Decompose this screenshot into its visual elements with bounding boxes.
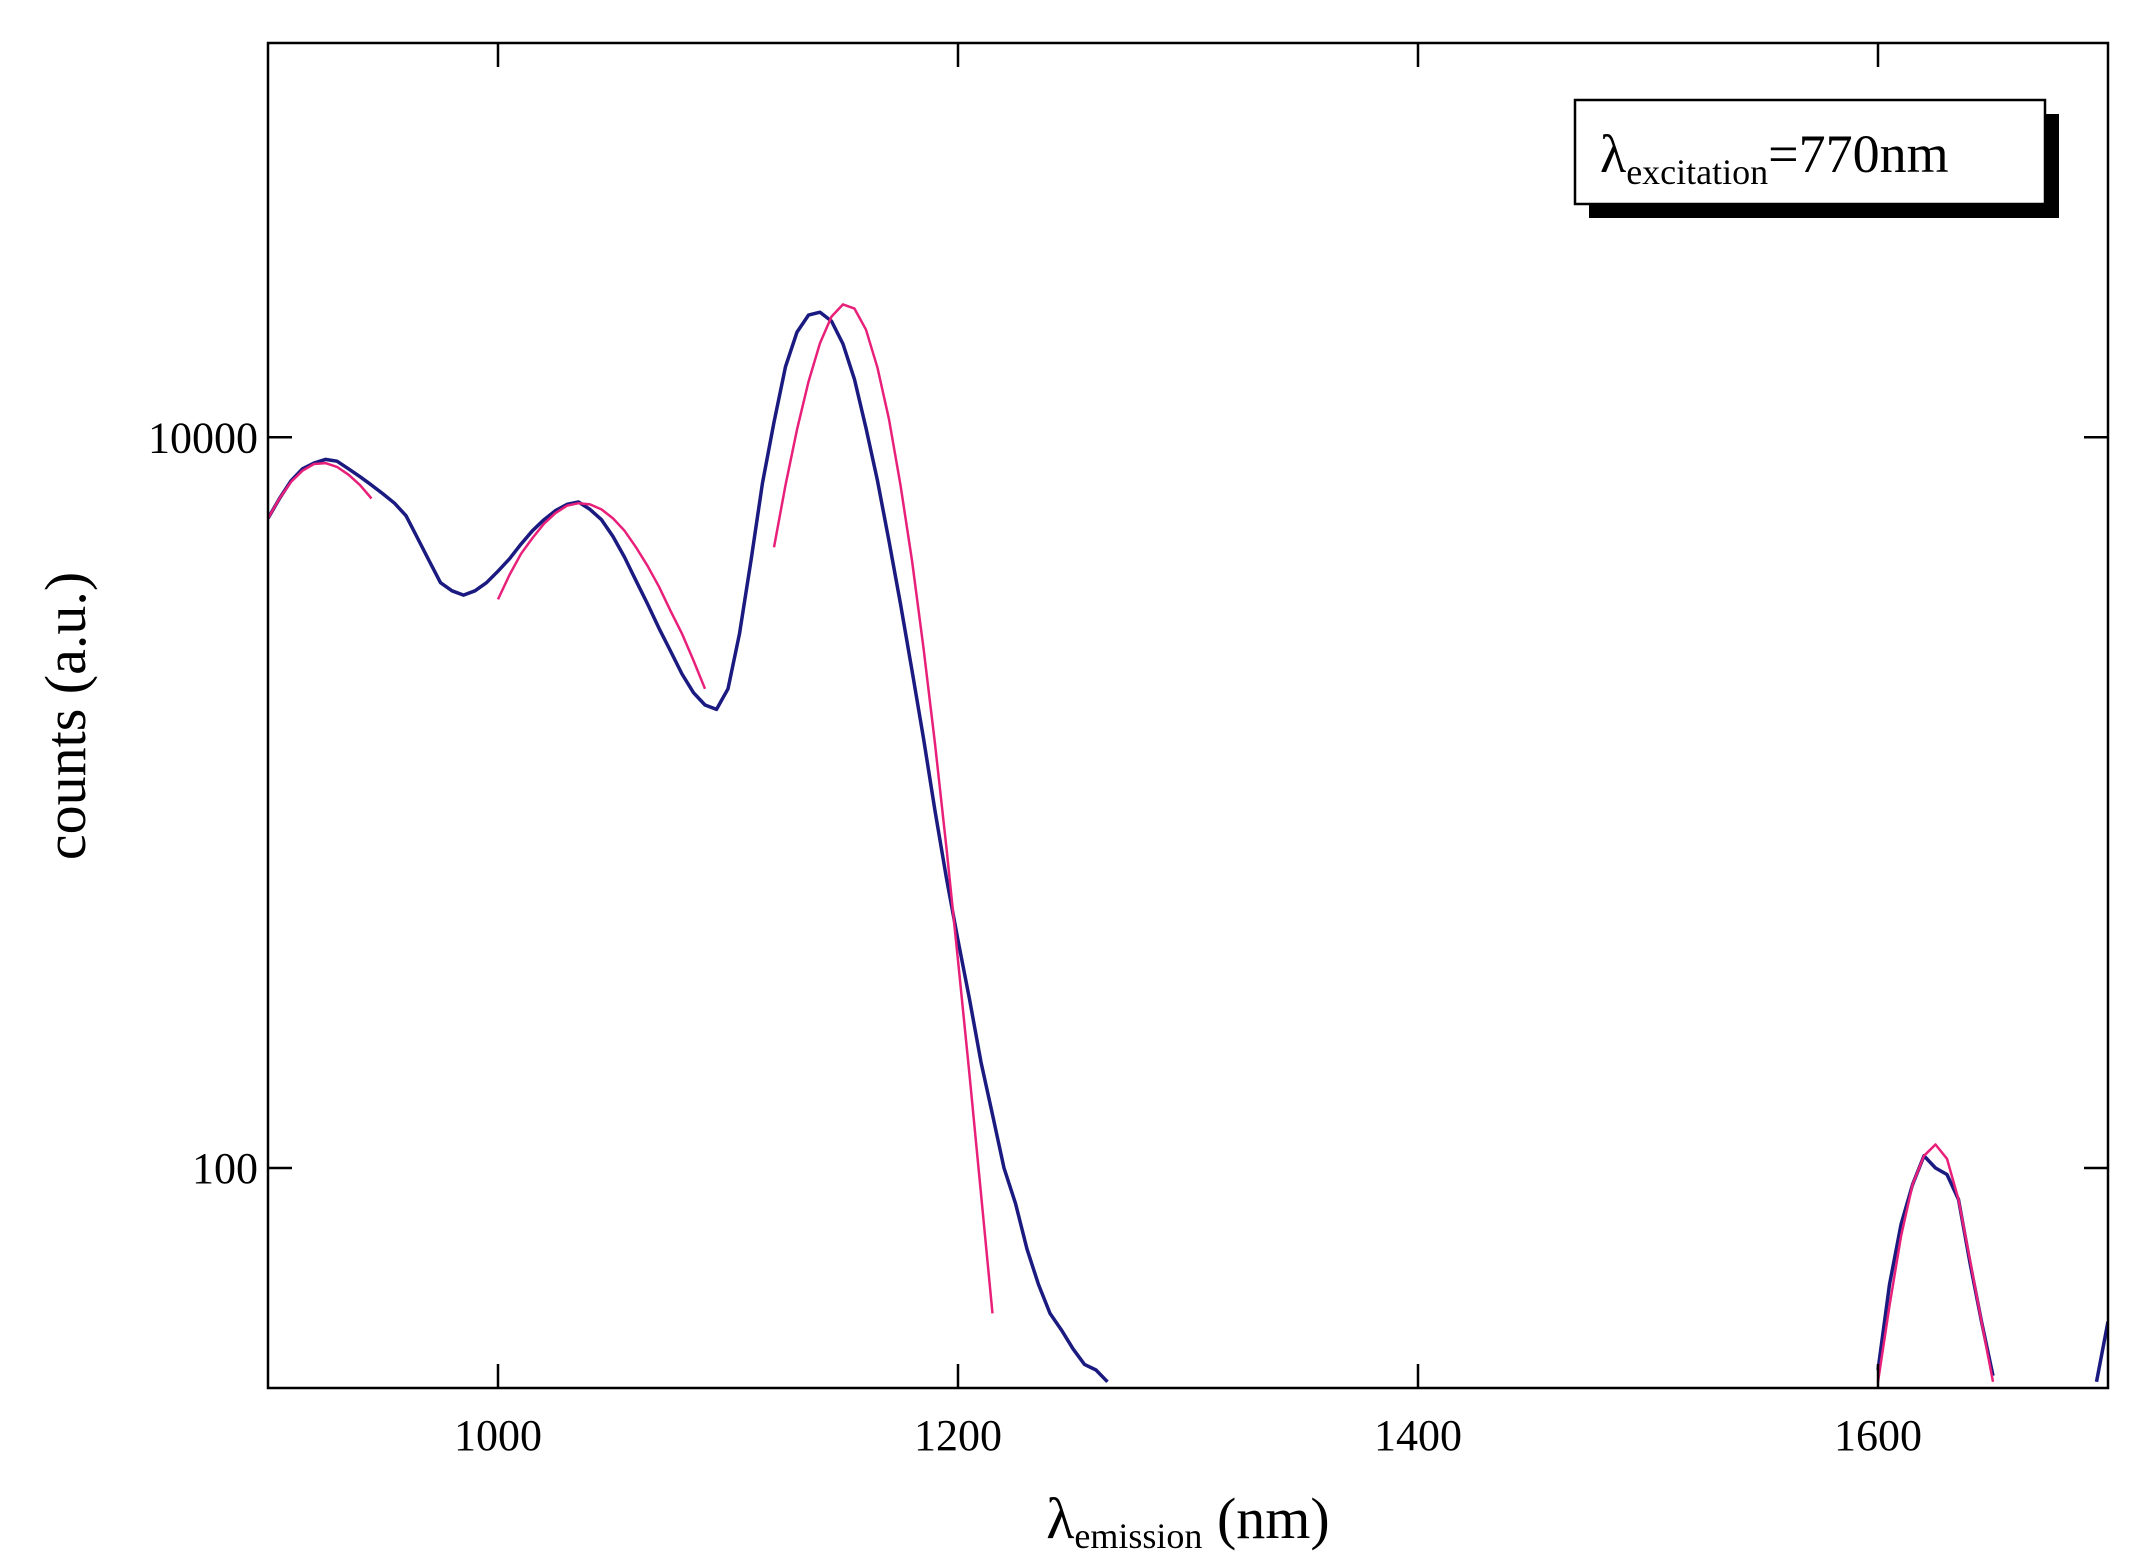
annotation-rest: =770nm	[1768, 124, 1948, 184]
fit-series-line	[1876, 1143, 1995, 1383]
x-axis-title-symbol: λ	[1046, 1486, 1074, 1551]
x-tick-label: 1000	[454, 1411, 542, 1460]
fit-series-line	[496, 501, 707, 690]
x-axis-title-subscript: emission	[1074, 1516, 1202, 1556]
y-tick-label: 100	[192, 1144, 258, 1193]
annotation-frame	[1573, 98, 2047, 206]
fit-series-line	[772, 303, 994, 1314]
annotation-symbol: λ	[1600, 124, 1626, 184]
x-axis-title-rest: (nm)	[1202, 1486, 1329, 1551]
y-tick-label: 10000	[148, 413, 258, 462]
x-axis-title: λemission (nm)	[1046, 1486, 1329, 1556]
data-series-line	[2094, 1321, 2108, 1383]
x-tick-label: 1400	[1374, 1411, 1462, 1460]
ticks-layer: 1000 1200 1400 1600 100 10000	[148, 43, 2108, 1460]
annotation-subscript: excitation	[1626, 152, 1768, 192]
series-layer	[268, 303, 2108, 1384]
plot-frame	[266, 41, 2110, 1390]
fit-series-line	[268, 461, 373, 520]
y-axis-title: counts (a.u.)	[33, 572, 98, 860]
annotation-box: λexcitation=770nm	[1573, 98, 2059, 218]
annotation-text: λexcitation=770nm	[1600, 124, 1949, 192]
x-tick-label: 1600	[1834, 1411, 1922, 1460]
x-tick-label: 1200	[914, 1411, 1002, 1460]
data-series-line	[268, 310, 1109, 1384]
